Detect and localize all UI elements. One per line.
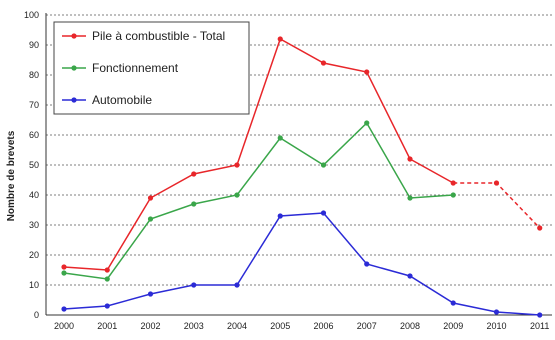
series-point-1-5 <box>277 135 283 141</box>
y-axis-label: Nombre de brevets <box>6 130 17 221</box>
legend-marker-0 <box>71 33 77 39</box>
series-point-2-4 <box>234 282 240 288</box>
series-point-2-8 <box>407 273 413 279</box>
y-tick-label-70: 70 <box>29 100 39 110</box>
series-point-2-9 <box>450 300 456 306</box>
series-0 <box>61 36 543 273</box>
series-point-2-10 <box>493 309 500 315</box>
series-point-0-1 <box>104 267 110 273</box>
series-point-1-9 <box>450 192 456 198</box>
series-projection-point-0-2 <box>537 225 543 231</box>
axis-layer: 0 10 20 30 40 50 60 70 80 90 100 2000 2001 2002 2003 20… <box>24 10 552 331</box>
legend-box <box>53 21 250 115</box>
legend-label-0: Pile à combustible - Total <box>92 29 225 43</box>
x-tick-label-2000: 2000 <box>54 321 74 331</box>
x-tick-label-2010: 2010 <box>486 321 506 331</box>
legend-label-1: Fonctionnement <box>92 61 179 75</box>
series-point-1-2 <box>147 216 154 222</box>
series-point-0-3 <box>191 171 197 177</box>
x-tick-label-2003: 2003 <box>184 321 204 331</box>
series-point-1-0 <box>61 270 67 276</box>
series-point-2-7 <box>364 261 370 267</box>
legend: Pile à combustible - Total Fonctionnement… <box>53 21 250 115</box>
x-tick-label-2001: 2001 <box>97 321 117 331</box>
series-point-2-5 <box>277 213 283 219</box>
y-tick-label-40: 40 <box>29 190 39 200</box>
series-line-1 <box>63 121 454 280</box>
x-tick-label-2008: 2008 <box>400 321 420 331</box>
y-tick-label-100: 100 <box>24 10 39 20</box>
x-tick-label-2011: 2011 <box>530 321 549 331</box>
y-tick-label-30: 30 <box>29 220 39 230</box>
series-point-1-7 <box>364 120 370 126</box>
series-point-2-1 <box>104 303 110 309</box>
series-point-1-6 <box>320 162 327 168</box>
series-point-2-3 <box>191 282 197 288</box>
series-point-0-7 <box>364 69 370 75</box>
series-point-1-8 <box>407 195 413 201</box>
legend-marker-1 <box>71 65 77 71</box>
series-point-1-1 <box>104 276 110 282</box>
y-tick-label-90: 90 <box>29 40 39 50</box>
series-point-1-3 <box>191 201 197 207</box>
legend-marker-2 <box>71 97 77 103</box>
y-tick-label-80: 80 <box>29 70 39 80</box>
series-point-0-0 <box>61 264 67 270</box>
x-tick-label-2005: 2005 <box>270 321 290 331</box>
series-2 <box>61 210 543 318</box>
series-point-0-5 <box>277 36 283 42</box>
series-point-0-2 <box>147 195 154 201</box>
x-tick-label-2007: 2007 <box>357 321 377 331</box>
legend-label-2: Automobile <box>92 93 152 107</box>
series-point-0-8 <box>407 156 413 162</box>
y-tick-label-0: 0 <box>34 310 39 320</box>
x-tick-label-2004: 2004 <box>227 321 247 331</box>
series-point-0-4 <box>234 162 240 168</box>
y-tick-label-20: 20 <box>29 250 39 260</box>
series-line-2 <box>63 212 540 316</box>
series-point-2-11 <box>537 312 543 318</box>
series-point-2-6 <box>320 210 327 216</box>
y-tick-label-10: 10 <box>29 280 39 290</box>
x-tick-label-2009: 2009 <box>443 321 463 331</box>
series-point-1-4 <box>234 192 240 198</box>
series-layer <box>61 36 543 318</box>
series-projection-line-0 <box>453 182 541 229</box>
y-tick-label-60: 60 <box>29 130 39 140</box>
series-point-2-0 <box>61 306 67 312</box>
x-tick-label-2002: 2002 <box>140 321 160 331</box>
series-line-0 <box>63 37 454 271</box>
x-tick-label-2006: 2006 <box>313 321 333 331</box>
series-point-0-6 <box>320 60 327 66</box>
series-point-2-2 <box>147 291 154 297</box>
series-1 <box>61 120 456 282</box>
series-projection-point-0-1 <box>493 180 500 186</box>
y-tick-label-50: 50 <box>29 160 39 170</box>
